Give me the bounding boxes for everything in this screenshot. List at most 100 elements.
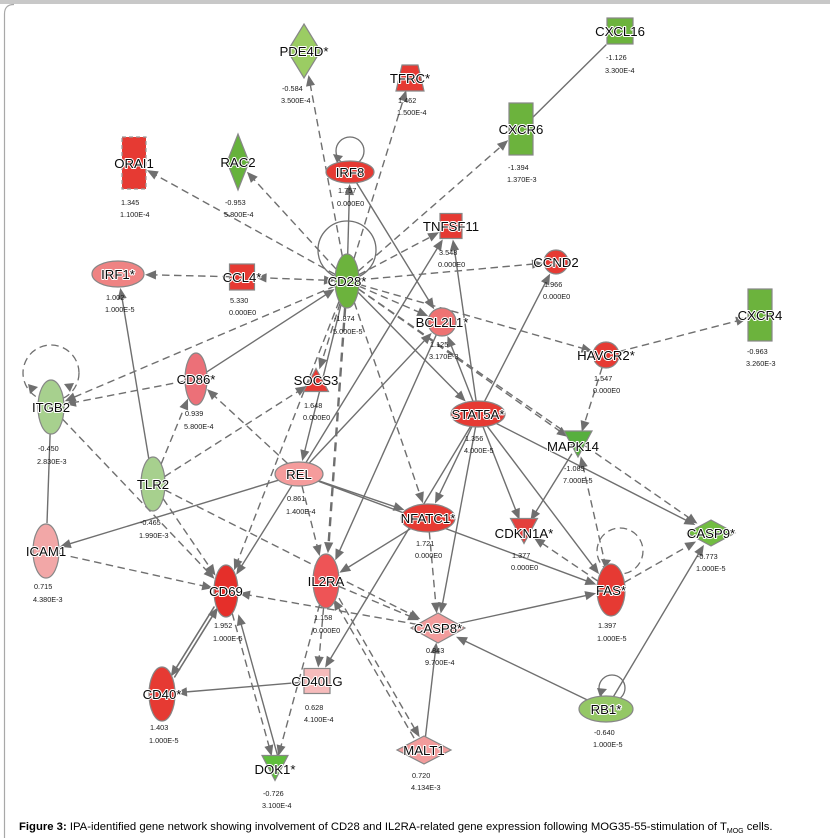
svg-text:HAVCR2*: HAVCR2* [577, 348, 635, 363]
svg-text:1.158: 1.158 [314, 613, 332, 622]
svg-text:1.000E-5: 1.000E-5 [593, 740, 623, 749]
svg-text:CASP8*: CASP8* [414, 621, 462, 636]
svg-text:CD69: CD69 [209, 584, 243, 599]
svg-text:1.100E-4: 1.100E-4 [120, 210, 150, 219]
svg-text:0.861: 0.861 [287, 494, 305, 503]
svg-text:PDE4D*: PDE4D* [279, 44, 328, 59]
svg-text:1.500E-4: 1.500E-4 [397, 108, 427, 117]
svg-text:0.000E0: 0.000E0 [415, 551, 442, 560]
svg-text:3.548: 3.548 [439, 248, 457, 257]
svg-text:0.000E0: 0.000E0 [593, 386, 620, 395]
svg-text:CCND2: CCND2 [533, 255, 578, 270]
svg-text:MALT1: MALT1 [403, 743, 445, 758]
svg-text:-1.126: -1.126 [606, 53, 627, 62]
svg-text:TFRC*: TFRC* [390, 71, 430, 86]
svg-text:9.700E-4: 9.700E-4 [425, 658, 455, 667]
svg-text:-1.874: -1.874 [334, 314, 355, 323]
svg-text:MAPK14: MAPK14 [547, 439, 599, 454]
svg-text:-0.963: -0.963 [747, 347, 768, 356]
svg-text:0.000E0: 0.000E0 [511, 563, 538, 572]
svg-text:0.000E0: 0.000E0 [313, 626, 340, 635]
svg-text:1.721: 1.721 [416, 539, 434, 548]
svg-text:1.370E-3: 1.370E-3 [507, 175, 537, 184]
svg-text:1.397: 1.397 [598, 621, 616, 630]
svg-text:1.000E-5: 1.000E-5 [213, 634, 243, 643]
svg-text:-0.726: -0.726 [263, 789, 284, 798]
svg-text:0.843: 0.843 [426, 646, 444, 655]
svg-text:-1.089: -1.089 [564, 464, 585, 473]
svg-text:1.547: 1.547 [594, 374, 612, 383]
svg-text:1.648: 1.648 [304, 401, 322, 410]
svg-text:1.125: 1.125 [430, 340, 448, 349]
svg-text:3.170E-3: 3.170E-3 [429, 352, 459, 361]
svg-text:0.000E0: 0.000E0 [337, 199, 364, 208]
svg-text:1.000E-5: 1.000E-5 [696, 564, 726, 573]
svg-text:5.000E-5: 5.000E-5 [333, 327, 363, 336]
svg-text:REL: REL [286, 467, 312, 482]
svg-text:1.966: 1.966 [544, 280, 562, 289]
svg-text:-0.465: -0.465 [140, 518, 161, 527]
svg-text:CD40LG: CD40LG [291, 674, 342, 689]
svg-text:CD86*: CD86* [177, 372, 216, 387]
svg-text:4.380E-3: 4.380E-3 [33, 595, 63, 604]
svg-text:ITGB2: ITGB2 [32, 400, 70, 415]
svg-text:DOK1*: DOK1* [254, 762, 295, 777]
svg-text:4.134E-3: 4.134E-3 [411, 783, 441, 792]
svg-text:4.000E-5: 4.000E-5 [464, 446, 494, 455]
svg-text:CXCR4: CXCR4 [738, 308, 783, 323]
svg-text:7.000E-5: 7.000E-5 [563, 476, 593, 485]
svg-text:CASP9*: CASP9* [687, 526, 735, 541]
svg-text:0.939: 0.939 [185, 409, 203, 418]
svg-text:1.990E-3: 1.990E-3 [139, 531, 169, 540]
svg-text:1.462: 1.462 [398, 96, 416, 105]
svg-text:-0.953: -0.953 [225, 198, 246, 207]
svg-text:IRF8: IRF8 [336, 165, 365, 180]
svg-text:1.952: 1.952 [214, 621, 232, 630]
svg-text:ORAI1: ORAI1 [114, 156, 154, 171]
svg-text:0.000E0: 0.000E0 [229, 308, 256, 317]
svg-text:5.330: 5.330 [230, 296, 248, 305]
svg-text:2.830E-3: 2.830E-3 [37, 457, 67, 466]
svg-text:-0.450: -0.450 [38, 444, 59, 453]
svg-text:-0.584: -0.584 [282, 84, 303, 93]
svg-text:1.400E-4: 1.400E-4 [286, 507, 316, 516]
svg-text:1.377: 1.377 [512, 551, 530, 560]
svg-text:RB1*: RB1* [591, 702, 622, 717]
svg-text:Figure 3: IPA-identified gene: Figure 3: IPA-identified gene network sh… [19, 821, 773, 835]
svg-text:3.500E-4: 3.500E-4 [281, 96, 311, 105]
svg-text:TNFSF11: TNFSF11 [423, 219, 479, 234]
svg-text:4.100E-4: 4.100E-4 [304, 715, 334, 724]
svg-text:NFATC1*: NFATC1* [401, 511, 456, 526]
svg-text:CD40*: CD40* [143, 687, 182, 702]
svg-text:RAC2: RAC2 [220, 155, 255, 170]
svg-text:-0.773: -0.773 [697, 552, 718, 561]
svg-text:CDKN1A*: CDKN1A* [495, 526, 554, 541]
svg-text:-0.640: -0.640 [594, 728, 615, 737]
svg-text:1.403: 1.403 [150, 723, 168, 732]
svg-text:FAS*: FAS* [596, 583, 626, 598]
svg-text:3.100E-4: 3.100E-4 [262, 801, 292, 810]
svg-text:1.000E-5: 1.000E-5 [149, 736, 179, 745]
svg-text:1.002: 1.002 [106, 293, 124, 302]
svg-text:0.628: 0.628 [305, 703, 323, 712]
svg-text:3.300E-4: 3.300E-4 [605, 66, 635, 75]
svg-text:1.345: 1.345 [121, 198, 139, 207]
svg-text:0.720: 0.720 [412, 771, 430, 780]
svg-text:STAT5A*: STAT5A* [451, 407, 504, 422]
svg-text:CXCL16: CXCL16 [595, 24, 645, 39]
svg-text:1.757: 1.757 [338, 186, 356, 195]
svg-text:3.260E-3: 3.260E-3 [746, 359, 776, 368]
svg-text:SOCS3: SOCS3 [294, 373, 339, 388]
svg-text:5.800E-4: 5.800E-4 [184, 422, 214, 431]
svg-text:-1.394: -1.394 [508, 163, 529, 172]
svg-text:CD28*: CD28* [328, 274, 367, 289]
svg-text:1.356: 1.356 [465, 434, 483, 443]
svg-text:0.000E0: 0.000E0 [543, 292, 570, 301]
svg-text:IRF1*: IRF1* [101, 267, 135, 282]
svg-text:1.000E-5: 1.000E-5 [597, 634, 627, 643]
svg-text:IL2RA: IL2RA [308, 574, 345, 589]
svg-text:0.715: 0.715 [34, 582, 52, 591]
svg-text:CXCR6: CXCR6 [499, 122, 544, 137]
svg-text:0.000E0: 0.000E0 [438, 260, 465, 269]
svg-text:5.800E-4: 5.800E-4 [224, 210, 254, 219]
